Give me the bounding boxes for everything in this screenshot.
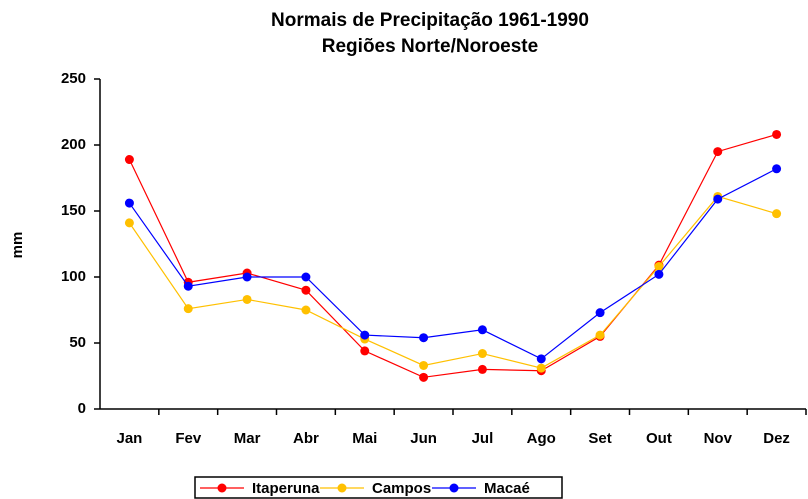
point (536, 354, 546, 364)
point (419, 372, 429, 382)
legend-label: Itaperuna (252, 480, 320, 497)
point (124, 218, 134, 228)
x-tick-label: Jul (472, 430, 494, 447)
point (772, 129, 782, 139)
point (242, 272, 252, 282)
x-tick-label: Nov (704, 430, 733, 447)
y-tick-label: 0 (78, 400, 86, 417)
point (713, 194, 723, 204)
point (595, 330, 605, 340)
x-tick-label: Mar (234, 430, 261, 447)
y-tick-label: 200 (61, 136, 86, 153)
legend-marker (337, 483, 347, 493)
point (477, 364, 487, 374)
legend-label: Macaé (484, 480, 530, 497)
legend-marker (217, 483, 227, 493)
point (654, 261, 664, 271)
y-tick-label: 100 (61, 268, 86, 285)
point (301, 305, 311, 315)
point (419, 360, 429, 370)
x-tick-label: Abr (293, 430, 319, 447)
legend-label: Campos (372, 480, 431, 497)
point (124, 155, 134, 165)
point (772, 209, 782, 219)
point (477, 349, 487, 359)
point (242, 294, 252, 304)
x-tick-label: Jan (116, 430, 142, 447)
y-tick-label: 50 (69, 334, 86, 351)
x-tick-label: Out (646, 430, 672, 447)
chart-title: Normais de Precipitação 1961-1990 (271, 10, 589, 31)
point (183, 304, 193, 314)
legend-box (194, 476, 563, 499)
point (301, 285, 311, 295)
x-tick-label: Fev (175, 430, 202, 447)
point (183, 281, 193, 291)
point (301, 272, 311, 282)
x-tick-label: Mai (352, 430, 377, 447)
x-tick-label: Ago (527, 430, 556, 447)
x-tick-label: Dez (763, 430, 790, 447)
x-tick-label: Set (588, 430, 611, 447)
point (536, 363, 546, 373)
point (595, 308, 605, 318)
point (713, 147, 723, 157)
point (419, 333, 429, 343)
legend-marker (449, 483, 459, 493)
point (360, 330, 370, 340)
series-line (128, 168, 777, 360)
series-line (128, 133, 777, 378)
point (477, 325, 487, 335)
series-line (128, 195, 777, 369)
y-tick-label: 150 (61, 202, 86, 219)
point (654, 269, 664, 279)
y-axis-label: mm (9, 232, 26, 259)
y-tick-label: 250 (61, 70, 86, 87)
point (772, 164, 782, 174)
x-tick-label: Jun (410, 430, 437, 447)
point (360, 346, 370, 356)
chart-subtitle: Regiões Norte/Noroeste (322, 36, 538, 57)
point (124, 198, 134, 208)
